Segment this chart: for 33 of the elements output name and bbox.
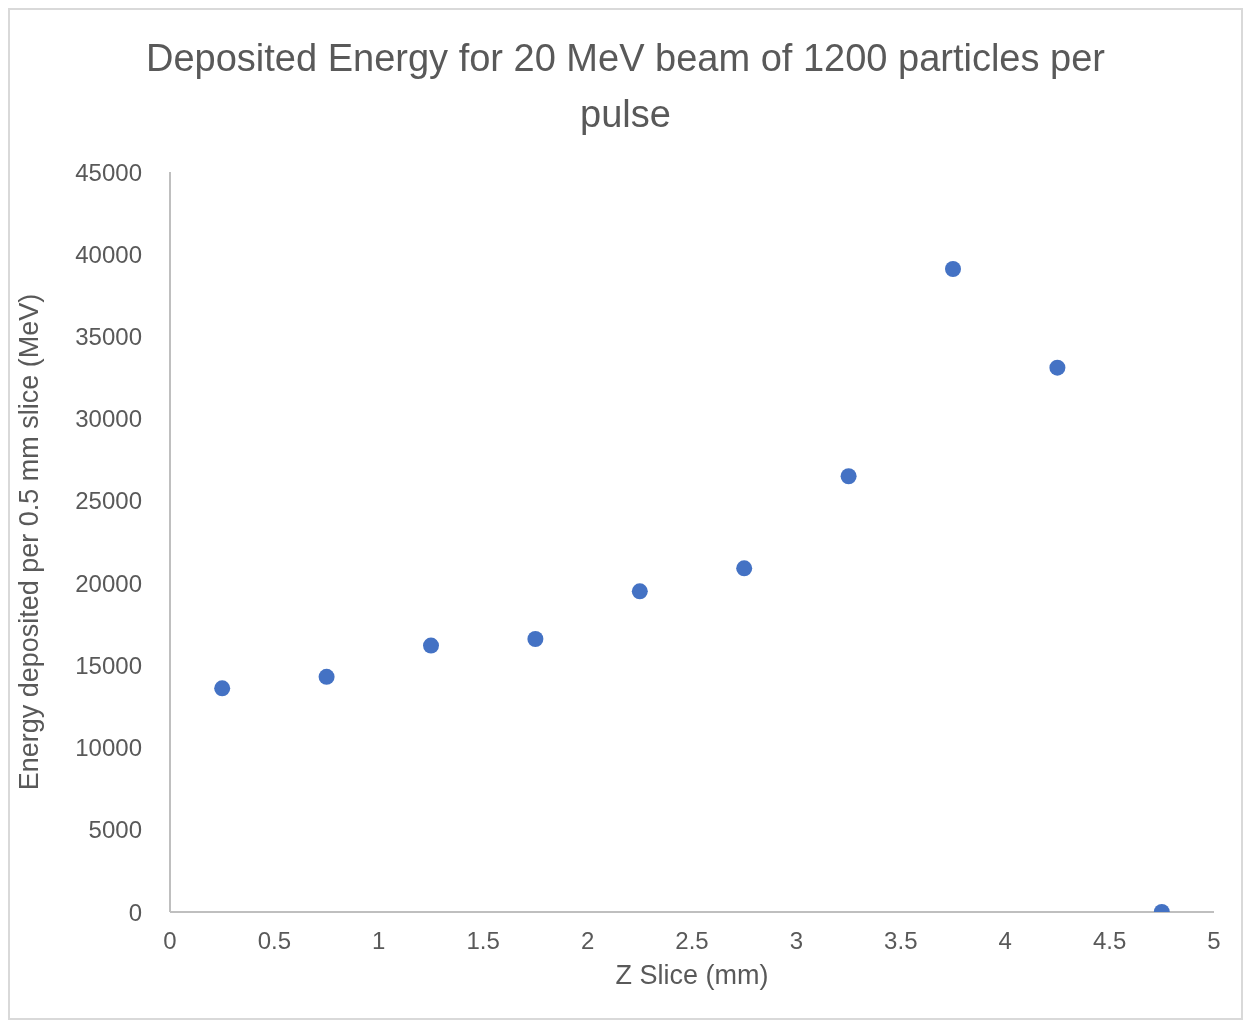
y-tick-label: 0: [128, 898, 142, 926]
point: [318, 668, 335, 685]
y-tick-label: 20000: [75, 569, 142, 597]
y-tick-label: 10000: [75, 734, 142, 762]
x-tick-label: 1: [372, 927, 386, 955]
y-tick-label: 40000: [75, 240, 142, 268]
point: [945, 261, 961, 278]
y-tick-label: 15000: [75, 651, 142, 679]
x-tick-label: 4.5: [1092, 927, 1127, 955]
x-tick-label: 3.5: [884, 927, 918, 955]
x-tick-label: 0: [163, 927, 177, 955]
point: [423, 637, 439, 654]
chart-title: Deposited Energy for 20 MeV beam of 1200 particles per pulse: [145, 36, 1106, 137]
point: [527, 631, 544, 648]
x-tick-label: 1.5: [466, 927, 500, 955]
point: [840, 468, 857, 485]
x-axis-title: Z Slice (mm): [615, 960, 769, 990]
point: [631, 583, 648, 600]
x-tick-label: 4: [998, 927, 1012, 955]
x-tick-label: 5: [1207, 927, 1221, 955]
y-tick-label: 45000: [75, 158, 142, 186]
point: [736, 560, 753, 577]
y-tick-label: 30000: [75, 405, 142, 433]
x-tick-label: 2.5: [675, 927, 709, 955]
y-tick-label: 25000: [75, 487, 142, 515]
point: [214, 680, 231, 697]
x-tick-label: 3: [789, 927, 804, 955]
y-axis-title: Energy deposited per 0.5 mm slice (MeV): [13, 293, 44, 791]
y-tick-label: 35000: [75, 322, 142, 350]
y-tick-label: 5000: [88, 816, 142, 844]
x-tick-label: 2: [580, 927, 595, 955]
x-tick-label: 0.5: [257, 927, 292, 955]
point: [1049, 359, 1066, 376]
